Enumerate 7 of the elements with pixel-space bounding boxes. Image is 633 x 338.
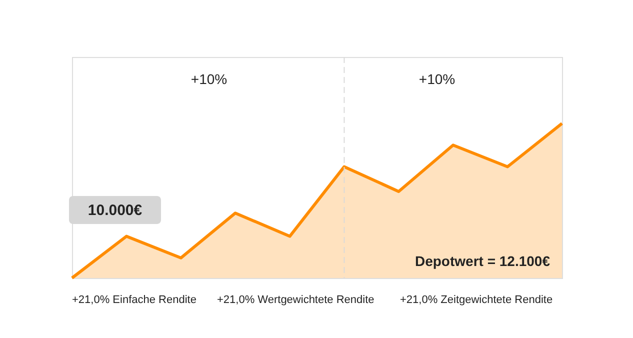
annotation: 10.000€ [88, 202, 143, 219]
text: +21,0% Einfache Rendite [72, 294, 196, 306]
annotation: Depotwert = 12.100€ [414, 253, 550, 269]
text: +21,0% Wertgewichtete Rendite [217, 294, 374, 306]
text: +10% [190, 71, 228, 87]
text: +10% [418, 71, 456, 87]
text: +21,0% Zeitgewichtete Rendite [400, 294, 553, 306]
